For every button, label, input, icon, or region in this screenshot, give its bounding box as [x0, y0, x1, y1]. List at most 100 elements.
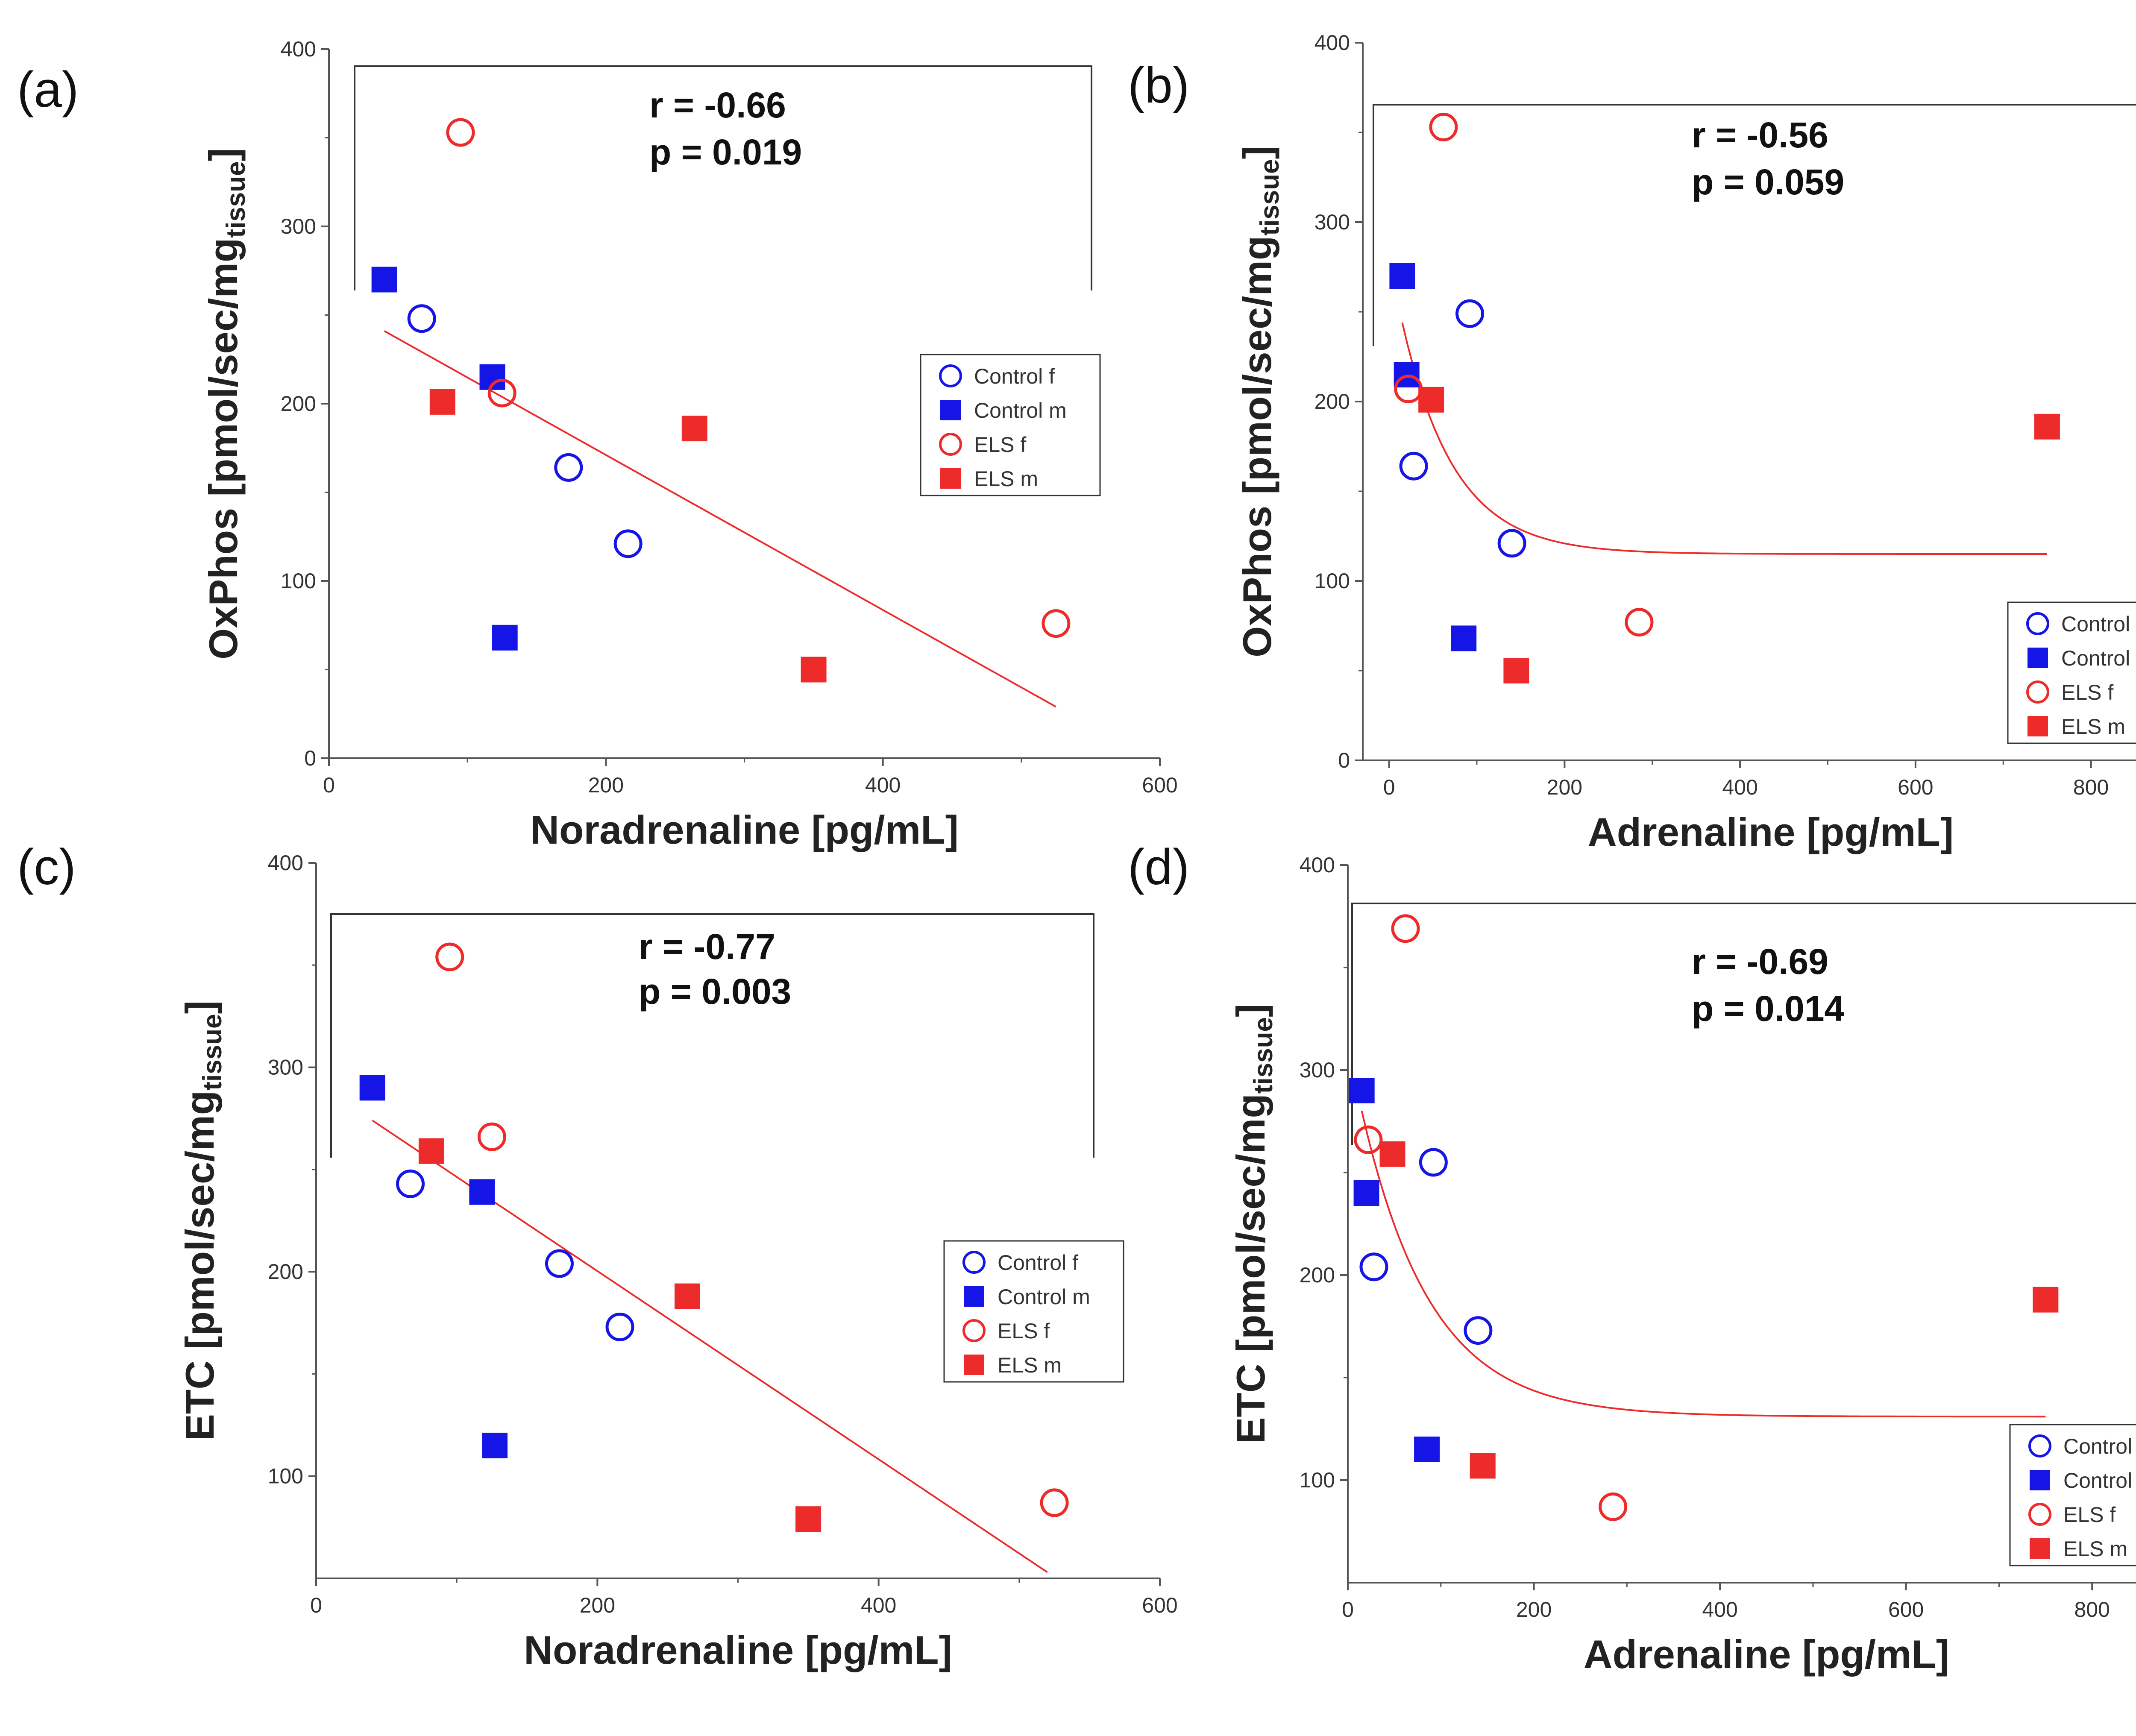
legend-label: ELS m	[998, 1353, 1062, 1377]
data-point	[418, 1138, 444, 1164]
data-point	[477, 1122, 506, 1151]
y-tick-label: 300	[1314, 210, 1350, 234]
x-tick-label: 400	[1722, 775, 1758, 799]
legend-marker	[2027, 716, 2048, 736]
data-point	[795, 1506, 822, 1532]
data-point	[435, 942, 464, 971]
significance-bracket	[1373, 104, 2136, 346]
series-els-f	[1354, 914, 1628, 1521]
chart-panel-b: 0 200 400 600 800 0 100 200 300 400 Adrenaline [pg…	[1128, 31, 2136, 854]
data-point	[1470, 1453, 1496, 1479]
legend: Control f Control m ELS f ELS m	[2009, 1424, 2136, 1566]
y-tick-label: 100	[1300, 1468, 1335, 1492]
legend-marker	[2028, 1503, 2051, 1526]
legend-marker	[2026, 680, 2049, 704]
y-tick-label: 200	[1300, 1263, 1335, 1287]
data-point	[1389, 263, 1415, 289]
data-point	[1349, 1078, 1375, 1103]
series-control-m	[371, 267, 518, 651]
x-tick-label: 200	[580, 1593, 615, 1617]
x-tick-label: 400	[1702, 1598, 1737, 1622]
y-axis-title: ETC [pmol/sec/mgtissue]	[1228, 1004, 1278, 1444]
data-point	[554, 453, 583, 482]
x-tick-label: 600	[1142, 1593, 1177, 1617]
legend-marker	[2027, 648, 2048, 668]
data-point	[1040, 1488, 1069, 1517]
y-tick-label: 400	[1314, 31, 1350, 55]
legend-marker	[2028, 1434, 2051, 1457]
legend-marker	[939, 364, 962, 387]
series-els-f	[1394, 112, 1654, 637]
y-tick-label: 200	[268, 1260, 303, 1284]
legend: Control f Control m ELS f ELS m	[2007, 601, 2136, 744]
fit-curve	[1401, 322, 2047, 555]
x-tick-label: 600	[1888, 1598, 1924, 1622]
y-tick-label: 400	[268, 851, 303, 875]
data-point	[1391, 914, 1420, 943]
data-point	[1414, 1437, 1440, 1462]
chart-panel-c: 0 200 400 600 100 200 300 400 Noradrenaline [pg/…	[17, 839, 1178, 1672]
data-point	[2033, 1287, 2059, 1313]
series-els-f	[435, 942, 1069, 1517]
legend-marker	[940, 468, 961, 489]
legend-marker	[940, 400, 961, 420]
y-tick-label: 200	[1314, 390, 1350, 413]
y-tick-label: 0	[1338, 748, 1350, 772]
legend-label: ELS f	[974, 433, 1026, 457]
series-els-m	[1418, 387, 2060, 683]
data-point	[1599, 1492, 1628, 1521]
x-tick-label: 400	[861, 1593, 896, 1617]
data-point	[1429, 112, 1458, 141]
x-tick-label: 400	[865, 773, 901, 797]
data-point	[1419, 1148, 1448, 1177]
legend-marker	[962, 1251, 986, 1274]
legend-label: ELS f	[998, 1319, 1050, 1343]
legend-label: Control m	[974, 399, 1067, 422]
x-tick-label: 800	[2074, 1598, 2110, 1622]
data-point	[1379, 1141, 1405, 1167]
data-point	[1399, 452, 1428, 481]
series-control-m	[1389, 263, 1477, 651]
y-tick-label: 400	[1300, 853, 1335, 877]
legend-marker	[964, 1355, 984, 1375]
y-tick-label: 100	[1314, 569, 1350, 593]
legend-marker	[939, 433, 962, 456]
x-tick-label: 200	[1516, 1598, 1552, 1622]
data-point	[1418, 387, 1444, 413]
p-value: p = 0.003	[639, 971, 791, 1012]
x-axis-title: Noradrenaline [pg/mL]	[524, 1628, 952, 1672]
y-tick-label: 300	[281, 214, 316, 238]
significance-bracket	[330, 913, 1094, 1158]
series-els-m	[418, 1138, 822, 1532]
correlation-r: r = -0.66	[649, 85, 786, 125]
data-point	[1042, 609, 1071, 638]
fit-line	[384, 330, 1056, 708]
data-point	[675, 1283, 700, 1309]
data-point	[1625, 608, 1654, 637]
data-point	[1359, 1252, 1388, 1281]
legend: Control f Control m ELS f ELS m	[920, 354, 1101, 496]
data-point	[2034, 413, 2060, 440]
series-els-f	[446, 118, 1071, 638]
data-point	[1497, 529, 1526, 558]
legend-label: ELS m	[2061, 715, 2125, 739]
data-point	[1455, 299, 1485, 328]
legend-label: Control m	[2063, 1469, 2136, 1493]
legend-label: Control m	[998, 1285, 1090, 1309]
x-tick-label: 600	[1142, 773, 1177, 797]
x-axis-title: Adrenaline [pg/mL]	[1588, 809, 1954, 854]
legend-marker	[2030, 1538, 2050, 1559]
data-point	[1353, 1180, 1379, 1206]
data-point	[492, 625, 518, 651]
significance-bracket	[1351, 903, 2136, 1145]
legend-marker	[2030, 1470, 2050, 1490]
fit-curve	[1361, 1111, 2046, 1418]
data-point	[1503, 658, 1529, 683]
y-tick-label: 100	[268, 1464, 303, 1488]
y-tick-label: 0	[304, 746, 316, 770]
y-axis-title: OxPhos [pmol/sec/mgtissue]	[201, 148, 251, 660]
legend-marker	[2026, 612, 2049, 635]
p-value: p = 0.019	[649, 132, 802, 172]
legend-label: ELS m	[2063, 1537, 2127, 1561]
